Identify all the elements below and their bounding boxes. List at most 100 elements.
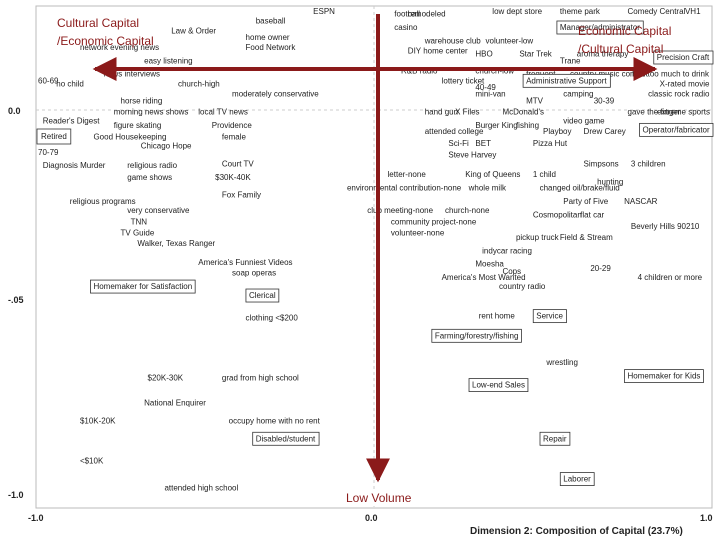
point-label: Field & Stream [560, 233, 613, 242]
point-label: female [222, 133, 247, 142]
point-label: VH1 [685, 7, 701, 16]
point-label: home owner [246, 33, 290, 42]
point-label: Court TV [222, 159, 255, 168]
point-label: whole milk [468, 184, 507, 193]
retired-label: Retired [41, 132, 67, 141]
point-label: casino [394, 23, 418, 32]
point-label: horse riding [121, 96, 163, 105]
point-label: MTV [526, 96, 544, 105]
overlay-top-right-line1: Economic Capital [578, 24, 671, 38]
point-label: Manager/administrator [560, 23, 640, 32]
point-label: Diagnosis Murder [43, 161, 106, 170]
point-label: TV Guide [121, 228, 155, 237]
point-label: Drew Carey [584, 127, 626, 136]
point-label: Party of Five [563, 197, 608, 206]
point-label: very conservative [127, 206, 190, 215]
x-axis-title: Dimension 2: Composition of Capital (23.… [470, 526, 683, 537]
point-label: local TV news [198, 107, 248, 116]
point-label: volunteer-low [486, 36, 534, 45]
point-label-box [90, 279, 196, 294]
point-label: easy listening [144, 56, 192, 65]
point-label: indycar racing [482, 246, 532, 255]
point-label: King of Queens [465, 170, 520, 179]
point-label-box [624, 369, 704, 384]
point-label: Clerical [249, 291, 276, 300]
point-label: 40-49 [475, 83, 496, 92]
point-label: church-none [445, 206, 490, 215]
point-label: soap operas [232, 269, 276, 278]
retired-label-box [36, 128, 72, 145]
point-label: fishing [516, 121, 539, 130]
point-label: Beverly Hills 90210 [631, 222, 700, 231]
y-tick-0: 0.0 [8, 106, 21, 116]
point-label: 30-39 [594, 96, 615, 105]
point-label: 60-69 [38, 76, 59, 85]
point-label: Chicago Hope [141, 142, 192, 151]
point-label: Disabled/student [256, 434, 316, 443]
point-label: $10K-20K [80, 416, 116, 425]
point-label: theme park [560, 7, 601, 16]
point-label: extreme sports [657, 107, 710, 116]
point-label: 20-29 [590, 264, 611, 273]
point-label: changed oil/brake/fluid [540, 184, 620, 193]
point-label: news interviews [104, 70, 160, 79]
low-volume-label-bg [342, 490, 426, 506]
point-label: rent home [479, 312, 516, 321]
point-label: grad from high school [222, 373, 299, 382]
point-label: Pizza Hut [533, 139, 568, 148]
point-label: Cops [502, 267, 521, 276]
point-label: video game [563, 116, 605, 125]
point-label: Food Network [246, 43, 297, 52]
y-tick-2: -1.0 [8, 490, 24, 500]
point-label: TNN [131, 218, 148, 227]
point-label: 70-79 [38, 148, 59, 157]
point-label: hand gun [425, 107, 458, 116]
point-label-box [556, 20, 644, 35]
point-label: NASCAR [624, 197, 658, 206]
point-label: McDonald's [502, 107, 544, 116]
point-label: occupy home with no rent [229, 416, 321, 425]
point-label: morning news shows [114, 107, 189, 116]
point-label: religious programs [70, 197, 136, 206]
x-tick-0: -1.0 [28, 513, 44, 523]
point-label-box [431, 328, 522, 343]
point-label: had too much to drink [632, 70, 710, 79]
point-label: Burger King [475, 121, 517, 130]
point-label-box [639, 122, 714, 137]
x-tick-1: 0.0 [365, 513, 378, 523]
point-label: 1 child [533, 170, 556, 179]
point-label: X-rated movie [660, 80, 710, 89]
point-label: HBO [475, 50, 492, 59]
point-label: Precision Craft [657, 53, 710, 62]
point-label: low dept store [492, 7, 542, 16]
point-label: hunting [597, 177, 623, 186]
point-label: X Files [455, 107, 479, 116]
point-label: DIY home center [408, 46, 468, 55]
overlay-top-left-line2: /Economic Capital [57, 34, 154, 48]
point-label: Administrative Support [526, 76, 607, 85]
point-label: Walker, Texas Ranger [137, 239, 215, 248]
point-label: $20K-30K [148, 373, 184, 382]
point-label: Comedy Central [628, 7, 686, 16]
point-label: religious radio [127, 161, 177, 170]
point-label: moderately conservative [232, 90, 319, 99]
point-label: network evening news [80, 43, 159, 52]
point-label: Star Trek [519, 50, 552, 59]
point-label-box [252, 431, 320, 446]
point-label: country radio [499, 282, 546, 291]
point-label: volunteer-none [391, 228, 445, 237]
overlay-bottom-label: Low Volume [346, 491, 412, 505]
point-label: Moesha [475, 260, 504, 269]
point-label: Farming/forestry/fishing [435, 331, 519, 340]
point-label: Reader's Digest [43, 116, 100, 125]
point-label-box [539, 431, 571, 446]
point-label: club meeting-none [367, 206, 433, 215]
x-tick-2: 1.0 [700, 513, 713, 523]
point-label: National Enquirer [144, 398, 206, 407]
point-labels: ESPN baseball Law & Order home owner network… [36, 7, 714, 493]
point-label: Homemaker for Satisfaction [93, 282, 192, 291]
point-label: ESPN [313, 7, 335, 16]
point-label: game shows [127, 173, 172, 182]
overlay-top-left-line1: Cultural Capital [57, 16, 139, 30]
